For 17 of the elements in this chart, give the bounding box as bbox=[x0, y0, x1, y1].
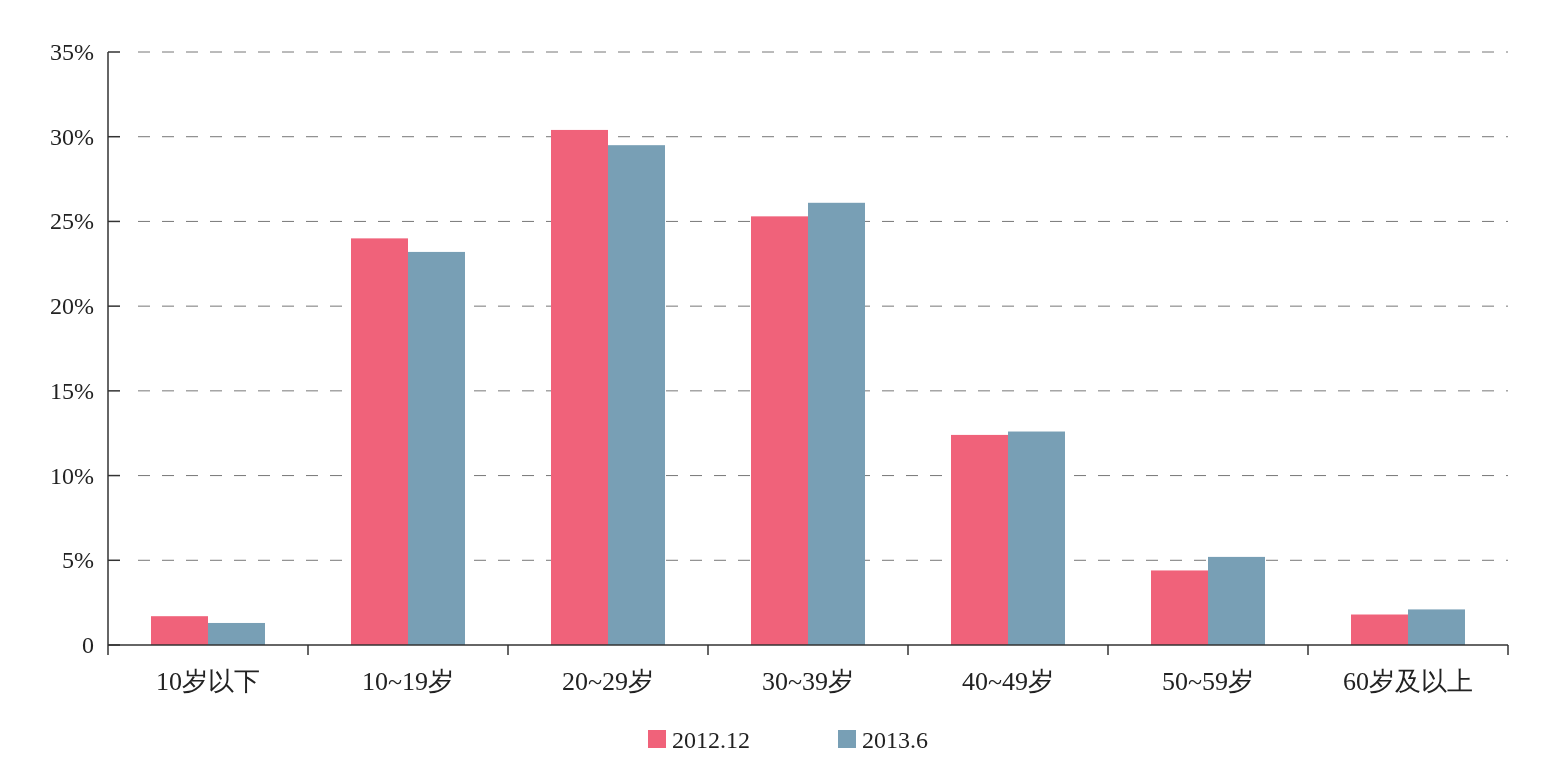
ytick: 30% bbox=[50, 123, 94, 150]
legend-label: 2013.6 bbox=[862, 727, 928, 753]
xtick: 60岁及以上 bbox=[1343, 667, 1473, 696]
xtick: 40~49岁 bbox=[961, 667, 1055, 696]
ytick: 25% bbox=[50, 208, 94, 235]
legend-label: 2012.12 bbox=[672, 727, 750, 753]
xtick: 20~29岁 bbox=[561, 667, 655, 696]
xtick: 50~59岁 bbox=[1161, 667, 1255, 696]
xtick: 30~39岁 bbox=[761, 667, 855, 696]
ytick: 20% bbox=[50, 293, 94, 320]
ytick: 10% bbox=[50, 462, 94, 489]
xtick: 10~19岁 bbox=[361, 667, 455, 696]
xtick: 10岁以下 bbox=[156, 667, 260, 696]
ytick: 15% bbox=[50, 377, 94, 404]
ytick: 5% bbox=[62, 547, 94, 574]
ytick: 35% bbox=[50, 39, 94, 65]
ytick: 0 bbox=[82, 632, 94, 658]
